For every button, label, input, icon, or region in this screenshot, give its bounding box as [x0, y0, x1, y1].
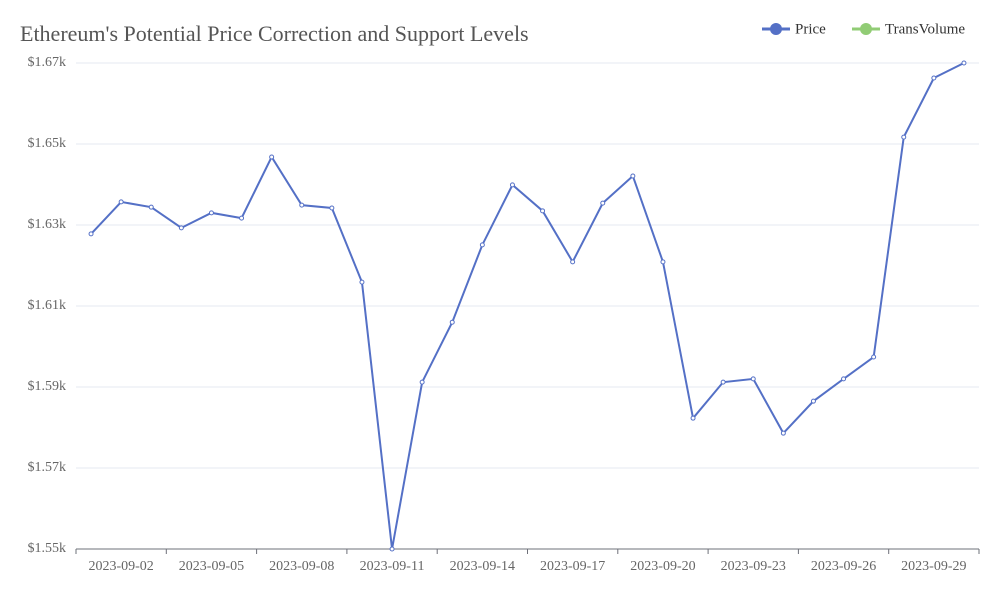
y-tick-label: $1.55k [28, 541, 67, 556]
chart-title: Ethereum's Potential Price Correction an… [20, 21, 529, 46]
point [931, 75, 937, 81]
point [389, 546, 395, 552]
x-tick-label: 2023-09-05 [179, 559, 244, 574]
point [720, 379, 726, 385]
point [329, 205, 335, 211]
point [600, 200, 606, 206]
x-tick-label: 2023-09-20 [630, 559, 695, 574]
point [509, 182, 515, 188]
point [630, 173, 636, 179]
point [88, 231, 94, 237]
point [269, 154, 275, 160]
point [479, 242, 485, 248]
point [178, 225, 184, 231]
point [208, 210, 214, 216]
point [660, 259, 666, 265]
x-tick-label: 2023-09-17 [540, 559, 605, 574]
point [750, 376, 756, 382]
point [419, 379, 425, 385]
point [690, 415, 696, 421]
y-tick-label: $1.67k [28, 55, 67, 70]
point [961, 60, 967, 66]
x-tick-label: 2023-09-02 [88, 559, 153, 574]
point [299, 202, 305, 208]
legend-swatch [860, 23, 872, 35]
point [449, 319, 455, 325]
point [780, 430, 786, 436]
point [118, 199, 124, 205]
x-tick-label: 2023-09-29 [901, 559, 966, 574]
x-tick-label: 2023-09-08 [269, 559, 334, 574]
legend-swatch [770, 23, 782, 35]
point [871, 354, 877, 360]
x-tick-label: 2023-09-23 [721, 559, 786, 574]
point [901, 134, 907, 140]
y-tick-label: $1.59k [28, 379, 67, 394]
point [570, 259, 576, 265]
point [359, 279, 365, 285]
line [90, 62, 965, 550]
point [239, 215, 245, 221]
point [540, 208, 546, 214]
point [841, 376, 847, 382]
y-tick-label: $1.63k [28, 217, 67, 232]
y-tick-label: $1.61k [28, 298, 67, 313]
x-tick-label: 2023-09-11 [360, 559, 425, 574]
y-tick-label: $1.65k [28, 136, 67, 151]
point [810, 398, 816, 404]
y-tick-label: $1.57k [28, 460, 67, 475]
x-tick-label: 2023-09-14 [450, 559, 515, 574]
legend-label: TransVolume [885, 21, 965, 37]
legend-label: Price [795, 21, 826, 37]
x-tick-label: 2023-09-26 [811, 559, 876, 574]
point [148, 204, 154, 210]
